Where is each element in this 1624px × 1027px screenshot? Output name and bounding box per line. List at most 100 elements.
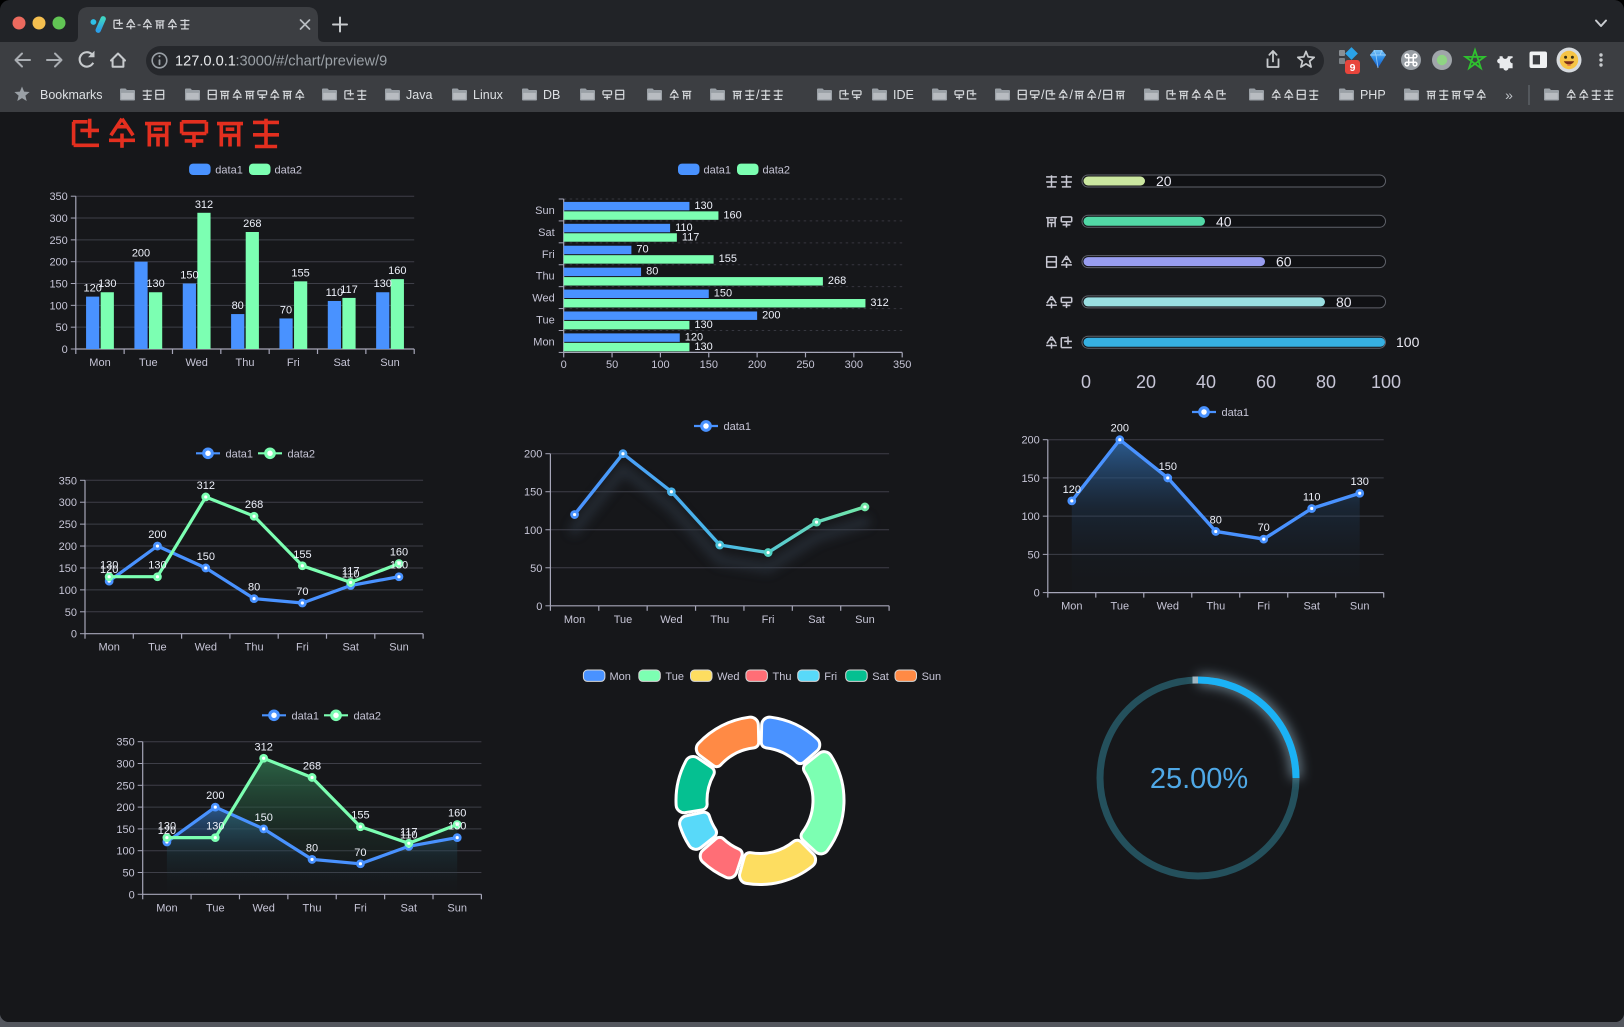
svg-text:200: 200	[148, 529, 166, 541]
svg-text:E: E	[906, 88, 914, 102]
svg-text:160: 160	[723, 209, 741, 221]
svg-text:130: 130	[390, 560, 408, 572]
svg-text:350: 350	[116, 737, 134, 749]
svg-text:Fri: Fri	[287, 357, 300, 369]
svg-text:100: 100	[1371, 372, 1401, 392]
svg-text:160: 160	[390, 547, 408, 559]
svg-text:127.0.0.1: 127.0.0.1	[175, 54, 236, 70]
svg-text:0: 0	[71, 629, 77, 641]
svg-text:150: 150	[197, 551, 215, 563]
svg-text:155: 155	[719, 253, 737, 265]
svg-text:Mon: Mon	[1061, 601, 1082, 613]
svg-text:150: 150	[1159, 461, 1177, 473]
svg-text:50: 50	[606, 359, 618, 371]
svg-text:312: 312	[870, 297, 888, 309]
svg-text:Mon: Mon	[89, 357, 110, 369]
svg-text:data1: data1	[215, 164, 243, 176]
svg-text:data2: data2	[275, 164, 303, 176]
svg-text:Wed: Wed	[660, 614, 682, 626]
svg-text:Tue: Tue	[206, 902, 225, 914]
svg-text:150: 150	[180, 270, 198, 282]
svg-text:130: 130	[206, 821, 224, 833]
svg-text:Thu: Thu	[536, 271, 555, 283]
svg-text:268: 268	[303, 761, 321, 773]
svg-text:70: 70	[1258, 522, 1270, 534]
svg-text:350: 350	[59, 475, 77, 487]
svg-text:100: 100	[1021, 511, 1039, 523]
svg-text:130: 130	[148, 560, 166, 572]
svg-text:Tue: Tue	[665, 671, 684, 683]
svg-text:v: v	[419, 88, 426, 102]
svg-text:Tue: Tue	[614, 614, 633, 626]
svg-text:200: 200	[49, 257, 67, 269]
svg-text:50: 50	[56, 322, 68, 334]
svg-text:Sun: Sun	[535, 205, 555, 217]
svg-text:-: -	[137, 18, 141, 32]
svg-text:150: 150	[49, 279, 67, 291]
svg-text:80: 80	[1316, 372, 1336, 392]
svg-text:350: 350	[893, 359, 911, 371]
svg-text:B: B	[552, 88, 560, 102]
svg-text:150: 150	[700, 359, 718, 371]
svg-text:Mon: Mon	[156, 902, 177, 914]
svg-text:Thu: Thu	[1206, 601, 1225, 613]
svg-text:data2: data2	[288, 448, 316, 460]
svg-text:268: 268	[828, 275, 846, 287]
svg-text::3000/#/chart/preview/9: :3000/#/chart/preview/9	[236, 54, 388, 70]
svg-text:0: 0	[1081, 372, 1091, 392]
svg-text:312: 312	[195, 199, 213, 211]
svg-text:Mon: Mon	[533, 336, 554, 348]
svg-text:80: 80	[1336, 294, 1352, 310]
svg-text:Wed: Wed	[717, 671, 739, 683]
svg-text:»: »	[1505, 87, 1513, 103]
svg-text:250: 250	[59, 519, 77, 531]
svg-text:a: a	[412, 88, 419, 102]
svg-text:80: 80	[646, 266, 658, 278]
svg-text:Wed: Wed	[185, 357, 207, 369]
svg-text:Thu: Thu	[710, 614, 729, 626]
svg-text:/: /	[1070, 88, 1074, 102]
svg-text:data1: data1	[724, 421, 752, 433]
svg-text:u: u	[490, 88, 497, 102]
svg-text:Tue: Tue	[139, 357, 158, 369]
svg-text:80: 80	[232, 300, 244, 312]
svg-text:40: 40	[1216, 213, 1232, 229]
svg-text:P: P	[1360, 88, 1368, 102]
svg-text:n: n	[483, 88, 490, 102]
svg-text:data1: data1	[1222, 407, 1250, 419]
svg-text:250: 250	[116, 780, 134, 792]
svg-text:130: 130	[100, 560, 118, 572]
svg-text:Thu: Thu	[303, 902, 322, 914]
svg-text:130: 130	[694, 341, 712, 353]
svg-text:117: 117	[400, 826, 418, 838]
svg-text:200: 200	[762, 310, 780, 322]
svg-text:120: 120	[100, 564, 118, 576]
svg-text:110: 110	[1303, 492, 1321, 504]
svg-text:Sat: Sat	[538, 227, 555, 239]
svg-text:/: /	[1098, 88, 1102, 102]
svg-text:Sun: Sun	[389, 642, 409, 654]
svg-text:130: 130	[98, 278, 116, 290]
svg-text:110: 110	[400, 829, 418, 841]
svg-text:120: 120	[685, 331, 703, 343]
svg-text:130: 130	[158, 821, 176, 833]
svg-text:Wed: Wed	[532, 293, 554, 305]
svg-text:155: 155	[293, 549, 311, 561]
svg-text:130: 130	[146, 278, 164, 290]
svg-text:117: 117	[340, 284, 358, 296]
svg-text:130: 130	[694, 319, 712, 331]
svg-text:0: 0	[561, 359, 567, 371]
svg-text:Mon: Mon	[610, 671, 631, 683]
svg-text:/: /	[756, 88, 760, 102]
svg-text:300: 300	[49, 213, 67, 225]
svg-text:120: 120	[158, 825, 176, 837]
svg-text:0: 0	[129, 889, 135, 901]
svg-text:Mon: Mon	[564, 614, 585, 626]
svg-text:100: 100	[116, 846, 134, 858]
svg-text:Thu: Thu	[773, 671, 792, 683]
svg-text:50: 50	[65, 607, 77, 619]
svg-text:Tue: Tue	[148, 642, 167, 654]
svg-text:120: 120	[84, 283, 102, 295]
svg-text:200: 200	[1021, 435, 1039, 447]
svg-text:0: 0	[62, 344, 68, 356]
